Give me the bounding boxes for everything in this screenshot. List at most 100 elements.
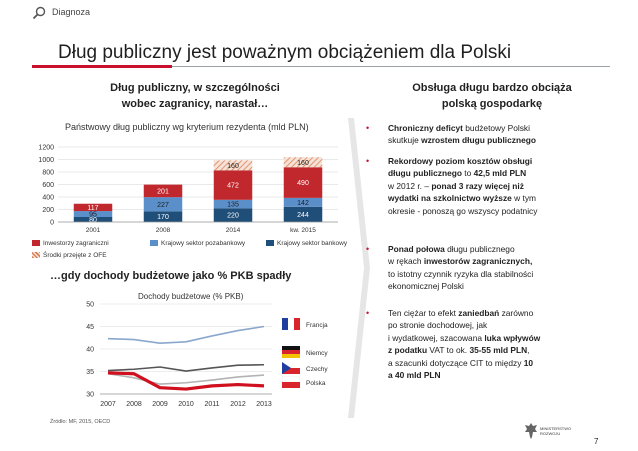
poland-flag-icon: [282, 376, 300, 388]
section-label: Diagnoza: [52, 7, 91, 17]
bullet-bold-run: luka wpływów: [484, 332, 541, 343]
bullet-bold-run: 10: [523, 357, 534, 368]
bullet-run: w 2012 r. –: [388, 180, 432, 191]
czech-flag-icon: [282, 362, 300, 374]
bar-segment: [143, 184, 183, 198]
x-tick-label: 2009: [152, 401, 168, 408]
bullet-bold-run: a 40 mld PLN: [388, 370, 441, 381]
bullet-run: ,: [527, 345, 530, 356]
bullet-run: a szacunki dotyczące CIT to między: [388, 357, 524, 368]
bullet-run: okresie - ponoszą go wszyscy podatnicy: [388, 205, 538, 216]
y-tick-label: 35: [86, 369, 94, 376]
bullet-line: Rekordowy poziom kosztów obsługi: [388, 155, 606, 167]
bullet-run: to: [461, 168, 474, 179]
ministry-line2: ROZWOJU: [540, 431, 561, 436]
debt-chart-title: Państwowy dług publiczny wg kryterium re…: [65, 122, 309, 132]
germany-flag-icon: [282, 346, 300, 358]
revenue-chart-title: Dochody budżetowe (% PKB): [138, 292, 244, 301]
legend-item-ofe: Środki przejęte z OFE: [32, 252, 107, 259]
bar-segment: [283, 167, 323, 198]
bullet-bold-run: Ponad połowa: [388, 244, 445, 254]
bullet-text: Ponad połowa długu publicznego w rękach i…: [388, 243, 606, 293]
bullet-line: to istotny czynnik ryzyka dla stabilnośc…: [388, 268, 606, 280]
y-tick-label: 0: [50, 220, 54, 227]
bar-value-label: 117: [87, 205, 98, 212]
x-tick-label: kw. 2015: [290, 227, 316, 234]
bullet-line: w 2012 r. – ponad 3 razy więcej niż: [388, 180, 606, 192]
page-number: 7: [594, 437, 599, 446]
bullet-bold-run: długu publicznego: [388, 168, 462, 179]
x-tick-label: 2012: [230, 401, 246, 408]
bar-segment: [283, 206, 323, 222]
y-tick-label: 400: [42, 195, 54, 202]
legend-swatch: [32, 240, 40, 247]
series-label-czech: Czechy: [306, 366, 328, 373]
x-tick-label: 2010: [178, 401, 194, 408]
x-tick-label: 2011: [204, 401, 219, 408]
bar-segment: [213, 170, 253, 200]
y-tick-label: 1200: [38, 145, 54, 152]
bullet-run: skutkuje: [388, 135, 422, 146]
bar-segment: [213, 199, 253, 209]
bar-segment: [283, 197, 323, 207]
bar-segment: [73, 217, 113, 222]
magnifier-icon: [32, 6, 46, 20]
series-line: [107, 325, 265, 344]
bar-value-label: 227: [157, 202, 169, 209]
eagle-emblem-icon: [525, 423, 537, 439]
series-label-poland: Polska: [306, 380, 326, 387]
page-title: Dług publiczny jest poważnym obciążeniem…: [58, 42, 512, 63]
y-tick-label: 1000: [38, 157, 54, 164]
right-heading: Obsługa długu bardzo obciąża polską gosp…: [392, 80, 592, 112]
bullet-line: a szacunki dotyczące CIT to między 10: [388, 357, 606, 369]
series-line: [107, 371, 265, 391]
bullet-bold-run: wydatki na szkolnictwo wyższe: [388, 193, 512, 204]
bar-value-label: 142: [297, 200, 309, 207]
bar-value-label: 135: [227, 202, 239, 209]
x-tick-label: 2014: [226, 227, 241, 234]
series-line: [107, 363, 265, 372]
bullet-line: ekonomicznej Polski: [388, 280, 606, 292]
bar-segment: [213, 208, 253, 222]
bullet-run: Ten ciężar to efekt: [388, 308, 459, 318]
bullet-run: to istotny czynnik ryzyka dla stabilnośc…: [388, 268, 534, 279]
y-tick-label: 200: [42, 207, 54, 214]
legend-item-foreign: Inwestorzy zagraniczni: [32, 240, 109, 247]
legend-item-bankowy: Krajowy sektor bankowy: [266, 240, 347, 247]
bullet-run: długu publicznego: [444, 244, 515, 254]
legend-swatch: [266, 240, 274, 247]
top-bar: Diagnoza: [32, 6, 610, 20]
bar-value-label: 95: [89, 212, 97, 219]
ministry-logo: MINISTERSTWO ROZWOJU: [524, 420, 571, 444]
bar-value-label: 201: [157, 188, 169, 195]
bullet-run: w tym: [511, 193, 537, 204]
legend-label: Krajowy sektor pozabankowy: [161, 240, 246, 247]
series-line: [107, 372, 265, 385]
bar-value-label: 490: [297, 180, 309, 187]
right-heading-line1: Obsługa długu bardzo obciąża: [412, 82, 572, 94]
bullet-line: okresie - ponoszą go wszyscy podatnicy: [388, 205, 606, 217]
x-tick-label: 2007: [100, 401, 116, 408]
y-tick-label: 30: [86, 392, 94, 399]
bullet-dot: •: [366, 308, 370, 318]
bullet-dot: •: [366, 123, 370, 133]
bullet-run: zarówno: [499, 308, 534, 318]
y-tick-label: 600: [42, 182, 54, 189]
y-tick-label: 50: [86, 302, 94, 309]
bar-segment: [73, 203, 113, 212]
bar-segment: [213, 160, 253, 171]
bullet-text: Rekordowy poziom kosztów obsługi długu pu…: [388, 155, 606, 217]
source-note: Źródło: MF, 2015, OECD: [50, 419, 111, 425]
bar-value-label: 170: [157, 214, 169, 221]
bullet-line: i wydatkowej, szacowana luka wpływów: [388, 332, 606, 344]
x-tick-label: 2001: [86, 227, 101, 234]
legend-label: Środki przejęte z OFE: [43, 252, 107, 259]
series-label-france: Francja: [306, 322, 328, 329]
bar-value-label: 80: [89, 217, 97, 224]
bullet-bold-run: inwestorów zagranicznych,: [423, 256, 533, 267]
bullet-bold-run: z podatku: [388, 345, 428, 356]
bar-value-label: 220: [227, 213, 239, 220]
bullet-line: Ponad połowa długu publicznego: [388, 243, 606, 255]
left-heading: Dług publiczny, w szczególności wobec za…: [90, 80, 300, 112]
bullet-bold-run: wzrostem długu publicznego: [421, 135, 536, 146]
